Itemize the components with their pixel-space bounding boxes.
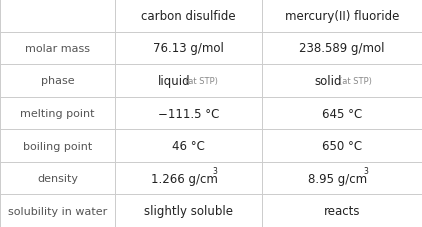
Text: solubility in water: solubility in water — [8, 206, 107, 216]
Text: boiling point: boiling point — [23, 141, 92, 151]
Text: 3: 3 — [363, 167, 368, 176]
Text: mercury(II) fluoride: mercury(II) fluoride — [285, 10, 399, 23]
Text: slightly soluble: slightly soluble — [144, 204, 233, 217]
Text: reacts: reacts — [324, 204, 360, 217]
Text: 238.589 g/mol: 238.589 g/mol — [299, 42, 385, 55]
Text: molar mass: molar mass — [25, 44, 90, 54]
Text: phase: phase — [41, 76, 74, 86]
Text: 76.13 g/mol: 76.13 g/mol — [153, 42, 224, 55]
Text: melting point: melting point — [20, 109, 95, 118]
Text: (at STP): (at STP) — [185, 76, 218, 86]
Text: liquid: liquid — [158, 75, 191, 88]
Text: 645 °C: 645 °C — [322, 107, 362, 120]
Text: density: density — [37, 173, 78, 183]
Text: 3: 3 — [212, 167, 217, 176]
Text: 46 °C: 46 °C — [172, 139, 205, 152]
Text: −111.5 °C: −111.5 °C — [158, 107, 219, 120]
Text: carbon disulfide: carbon disulfide — [141, 10, 236, 23]
Text: (at STP): (at STP) — [338, 76, 371, 86]
Text: 1.266 g/cm: 1.266 g/cm — [151, 172, 218, 185]
Text: solid: solid — [314, 75, 342, 88]
Text: 8.95 g/cm: 8.95 g/cm — [308, 172, 368, 185]
Text: 650 °C: 650 °C — [322, 139, 362, 152]
